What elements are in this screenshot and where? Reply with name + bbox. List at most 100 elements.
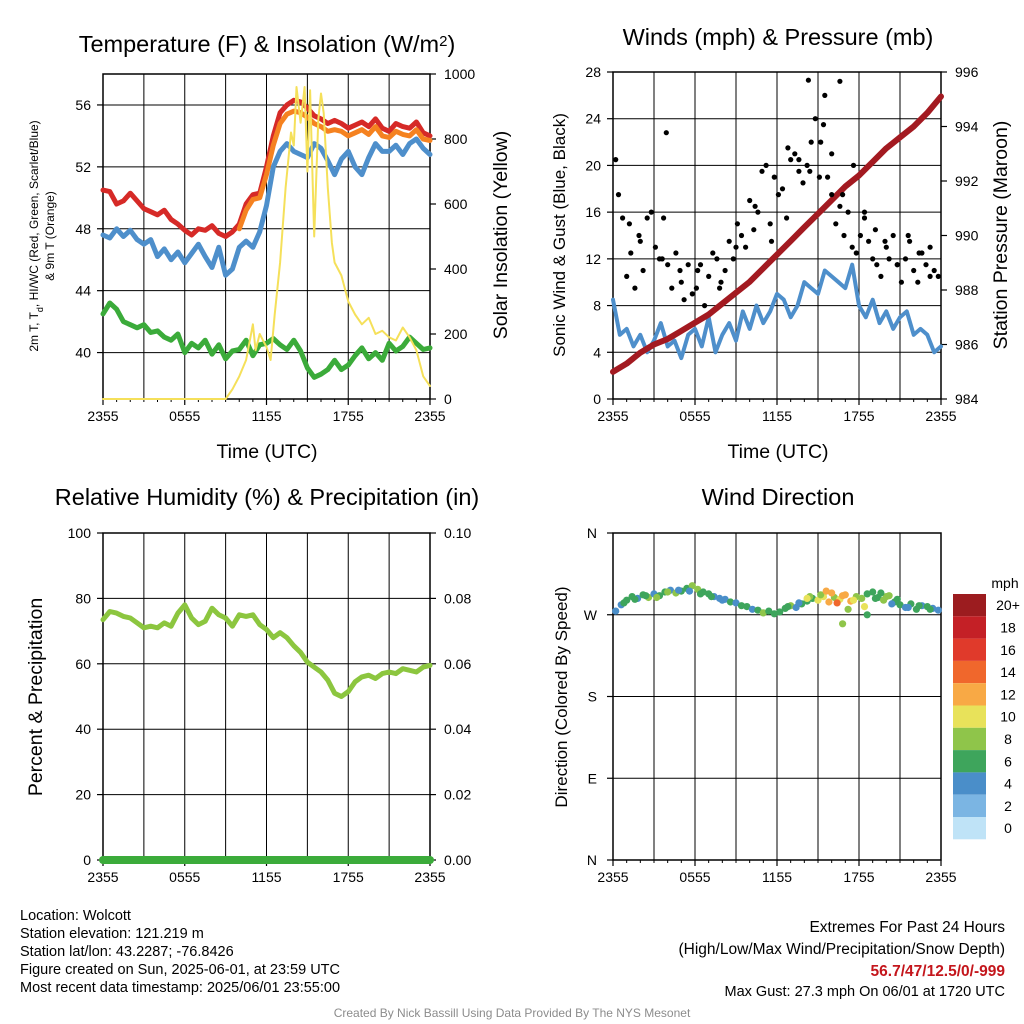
winds-gust-point bbox=[775, 192, 782, 198]
winds-gust-point bbox=[722, 267, 728, 274]
wdir-point bbox=[863, 590, 871, 598]
wdir-point bbox=[795, 599, 803, 607]
winds-x-tick-label: 1755 bbox=[843, 408, 874, 424]
winds-gust-point bbox=[812, 116, 818, 122]
wdir-y-tick-label: W bbox=[584, 607, 598, 623]
wdir-point bbox=[860, 603, 869, 611]
temp-panel: 2355 0555 1155 1755 2355 Temperature (F) & In… bbox=[27, 31, 512, 463]
wdir-point bbox=[863, 611, 871, 619]
wdir-point bbox=[904, 603, 912, 612]
winds-gust-point bbox=[636, 232, 642, 239]
winds-x-tick-label: 2355 bbox=[597, 408, 628, 424]
winds-gust-point bbox=[927, 244, 933, 250]
temp-y-right-tick-label: 800 bbox=[444, 131, 468, 147]
winds-gust-point bbox=[820, 122, 827, 128]
wdir-legend-label: 2 bbox=[1004, 798, 1012, 814]
winds-gust-point bbox=[808, 139, 814, 145]
wdir-speed-legend: mph 20+ 18 16 14 12 10 8 6 4 2 0 bbox=[953, 575, 1020, 840]
wdir-legend-label: 16 bbox=[1000, 642, 1016, 658]
wdir-point bbox=[675, 586, 683, 594]
wdir-point bbox=[748, 605, 757, 613]
winds-gust-point bbox=[752, 203, 758, 209]
winds-gust-point bbox=[779, 186, 786, 192]
wdir-legend-swatch bbox=[953, 750, 986, 773]
wdir-point bbox=[732, 599, 740, 607]
wdir-point bbox=[759, 609, 767, 617]
temp-x-tick-label: 1755 bbox=[333, 408, 364, 424]
temp-y-right-tick-label: 1000 bbox=[444, 66, 475, 82]
wdir-point bbox=[877, 589, 885, 597]
wdir-legend-label: 14 bbox=[1000, 664, 1016, 680]
winds-gust-point bbox=[747, 197, 753, 204]
winds-gust-point bbox=[718, 279, 724, 285]
winds-gust-point bbox=[845, 209, 851, 215]
temp-y-tick-label: 48 bbox=[75, 221, 91, 237]
rh-y-right-tick-label: 0.10 bbox=[444, 525, 471, 541]
wdir-legend-label: 6 bbox=[1004, 753, 1012, 769]
winds-gust-point bbox=[804, 162, 810, 168]
wdir-point bbox=[743, 603, 751, 611]
temp-y-right-tick-label: 600 bbox=[444, 196, 468, 212]
winds-gust-point bbox=[878, 273, 884, 279]
winds-gust-point bbox=[702, 303, 708, 309]
temp-y-label-part: , HI/WC (Red, Green, Scarlet/Blue) bbox=[27, 120, 41, 307]
rh-y-tick-label: 60 bbox=[75, 656, 91, 672]
temp-y-label-subscript: d bbox=[35, 307, 45, 312]
winds-gust-point bbox=[768, 238, 775, 244]
wdir-point bbox=[839, 620, 847, 628]
winds-gust-point bbox=[717, 285, 723, 291]
wdir-legend-swatch bbox=[953, 817, 986, 840]
wdir-point bbox=[839, 592, 847, 600]
winds-gust-point bbox=[861, 209, 868, 215]
winds-gust-point bbox=[935, 273, 941, 279]
rh-x-tick-label: 1755 bbox=[333, 869, 364, 885]
winds-y-right-tick-label: 994 bbox=[955, 119, 979, 135]
winds-gust-point bbox=[788, 157, 794, 163]
winds-gust-point bbox=[685, 262, 691, 268]
wdir-point bbox=[926, 605, 934, 613]
max-gust: Max Gust: 27.3 mph On 06/01 at 1720 UTC bbox=[724, 984, 1005, 1000]
wdir-legend-label: 8 bbox=[1004, 731, 1012, 747]
winds-gust-point bbox=[640, 267, 646, 274]
wdir-legend-swatch bbox=[953, 794, 986, 817]
winds-y-tick-label: 16 bbox=[585, 204, 601, 220]
winds-gust-point bbox=[907, 238, 913, 244]
temp-y-right-tick-label: 400 bbox=[444, 261, 468, 277]
winds-gust-point bbox=[829, 192, 835, 198]
winds-gust-point bbox=[669, 285, 675, 291]
wdir-y-tick-label: N bbox=[587, 525, 597, 541]
winds-gust-point bbox=[759, 168, 765, 174]
winds-gust-point bbox=[663, 130, 669, 136]
credit-line: Created By Nick Bassill Using Data Provi… bbox=[333, 1006, 691, 1020]
winds-x-label: Time (UTC) bbox=[727, 441, 828, 463]
wdir-point bbox=[934, 606, 942, 614]
wdir-legend-label: 12 bbox=[1000, 686, 1016, 702]
temp-title-close: ) bbox=[447, 31, 455, 57]
wdir-point bbox=[896, 601, 904, 609]
temp-y-tick-label: 56 bbox=[75, 97, 91, 113]
winds-gust-point bbox=[652, 244, 659, 250]
winds-y-right-tick-label: 992 bbox=[955, 173, 979, 189]
winds-gust-point bbox=[796, 168, 802, 174]
winds-gust-point bbox=[771, 174, 777, 180]
wdir-point bbox=[642, 592, 650, 600]
temp-x-label: Time (UTC) bbox=[216, 441, 317, 463]
temp-y-label-part: 2m T, T bbox=[27, 311, 41, 351]
extremes-values: 56.7/47/12.5/0/-999 bbox=[870, 963, 1005, 980]
rh-y-tick-label: 80 bbox=[75, 590, 91, 606]
winds-gust-point bbox=[644, 215, 650, 221]
winds-gust-point bbox=[829, 151, 835, 157]
rh-y-tick-label: 100 bbox=[68, 525, 92, 541]
wdir-point bbox=[825, 598, 833, 606]
rh-y-right-tick-label: 0.06 bbox=[444, 656, 471, 672]
wdir-point bbox=[844, 605, 852, 613]
winds-gust-point bbox=[874, 262, 880, 268]
winds-x-tick-label: 1155 bbox=[762, 408, 792, 424]
winds-gust-point bbox=[681, 297, 687, 303]
wdir-point bbox=[882, 593, 890, 601]
winds-gust-point bbox=[637, 238, 643, 244]
extremes-title: Extremes For Past 24 Hours bbox=[809, 919, 1005, 936]
winds-gust-point bbox=[841, 232, 847, 239]
temp-x-tick-label: 2355 bbox=[87, 408, 118, 424]
